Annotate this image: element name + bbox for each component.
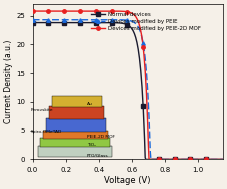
Y-axis label: Current Density (a.u.): Current Density (a.u.) — [4, 40, 13, 123]
X-axis label: Voltage (V): Voltage (V) — [104, 176, 151, 185]
Legend: Normal devices, Devices modified by PEIE, Devices modified by PEIE-2D MOF: Normal devices, Devices modified by PEIE… — [89, 10, 203, 33]
